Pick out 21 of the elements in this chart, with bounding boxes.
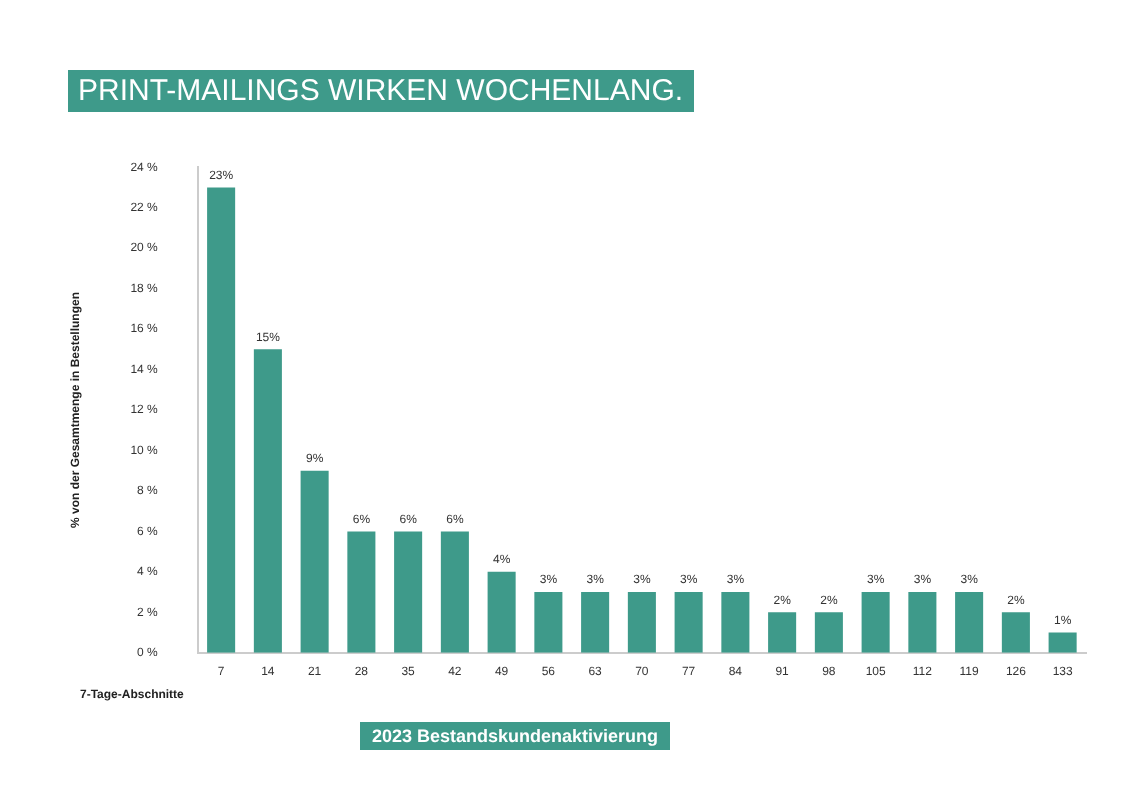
bar: [908, 592, 937, 653]
bar: [768, 612, 797, 653]
bar: [440, 531, 469, 653]
bar: [300, 470, 329, 653]
bar: [487, 571, 516, 653]
bar: [347, 531, 376, 653]
bar: [674, 592, 703, 653]
text: 2023 Bestandskundenaktivierung: [360, 722, 671, 750]
bar: [534, 592, 563, 653]
bar: [1048, 632, 1077, 653]
bar: [253, 349, 282, 653]
bar: [1001, 612, 1030, 653]
bar: [394, 531, 423, 653]
bar: [814, 612, 843, 653]
bar: [861, 592, 890, 653]
chart-title: PRINT-MAILINGS WIRKEN WOCHENLANG.: [68, 70, 694, 112]
bar: [955, 592, 984, 653]
bar: [581, 592, 610, 653]
bar: [627, 592, 656, 653]
bar: [721, 592, 750, 653]
bar: [207, 187, 236, 653]
